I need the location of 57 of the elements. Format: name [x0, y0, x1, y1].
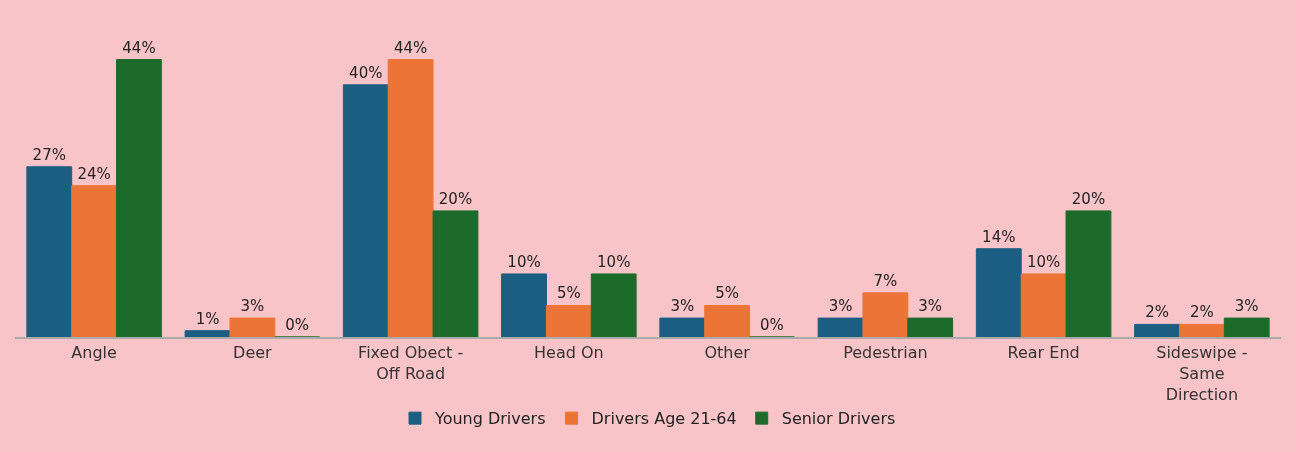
- data-label: 10%: [1026, 252, 1061, 271]
- bar: [501, 273, 547, 337]
- bar: [116, 59, 162, 337]
- bar: [432, 210, 479, 337]
- legend-label: Senior Drivers: [781, 409, 896, 429]
- data-label: 10%: [597, 252, 631, 271]
- data-label: 40%: [349, 63, 383, 82]
- bar: [229, 317, 276, 337]
- bar: [590, 273, 637, 337]
- legend-label: Young Drivers: [434, 409, 546, 429]
- data-label: 3%: [1234, 297, 1259, 316]
- x-tick-label: Pedestrian: [843, 342, 928, 362]
- data-label: 3%: [670, 297, 695, 316]
- x-tick-label: Rear End: [1007, 342, 1080, 362]
- data-label: 24%: [77, 164, 111, 183]
- data-label: 44%: [393, 38, 428, 57]
- data-label: 0%: [760, 316, 784, 334]
- x-tick-label: Deer: [233, 342, 273, 362]
- x-tick-label: Head On: [534, 342, 604, 362]
- data-label: 3%: [918, 297, 943, 316]
- data-label: 20%: [438, 189, 473, 208]
- bar: [387, 59, 434, 337]
- data-label: 20%: [1071, 189, 1106, 208]
- data-label: 0%: [285, 316, 310, 334]
- bar: [71, 185, 118, 337]
- bar: [342, 84, 389, 337]
- data-label: 2%: [1189, 303, 1214, 322]
- data-label: 10%: [507, 252, 541, 271]
- bar: [1223, 317, 1270, 337]
- data-label: 5%: [715, 284, 740, 303]
- data-label: 14%: [982, 227, 1016, 246]
- data-label: 27%: [32, 145, 66, 164]
- x-tick-label: Other: [704, 342, 751, 362]
- data-label: 7%: [873, 271, 898, 290]
- bar: [862, 292, 909, 337]
- bar: [1178, 323, 1225, 337]
- bar: [1134, 323, 1180, 337]
- bar: [704, 304, 751, 337]
- data-label: 3%: [240, 297, 265, 316]
- x-tick-label: Fixed Obect - Off Road: [358, 342, 464, 383]
- bar: [1020, 273, 1067, 337]
- bar: [26, 166, 73, 337]
- data-label: 44%: [122, 38, 156, 57]
- bar: [184, 330, 231, 337]
- bar: [1065, 210, 1112, 337]
- x-tick-label: Sideswipe - Same Direction: [1156, 342, 1248, 404]
- bar: [817, 317, 864, 337]
- data-label: 2%: [1145, 303, 1169, 322]
- bar: [545, 304, 592, 337]
- data-label: 1%: [195, 309, 220, 328]
- data-label: 5%: [556, 284, 581, 303]
- bar: [975, 248, 1022, 337]
- x-tick-label: Angle: [71, 342, 117, 362]
- data-label: 3%: [828, 297, 853, 316]
- bar: [659, 317, 706, 337]
- bar: [907, 317, 954, 337]
- legend-label: Drivers Age 21-64: [591, 409, 737, 429]
